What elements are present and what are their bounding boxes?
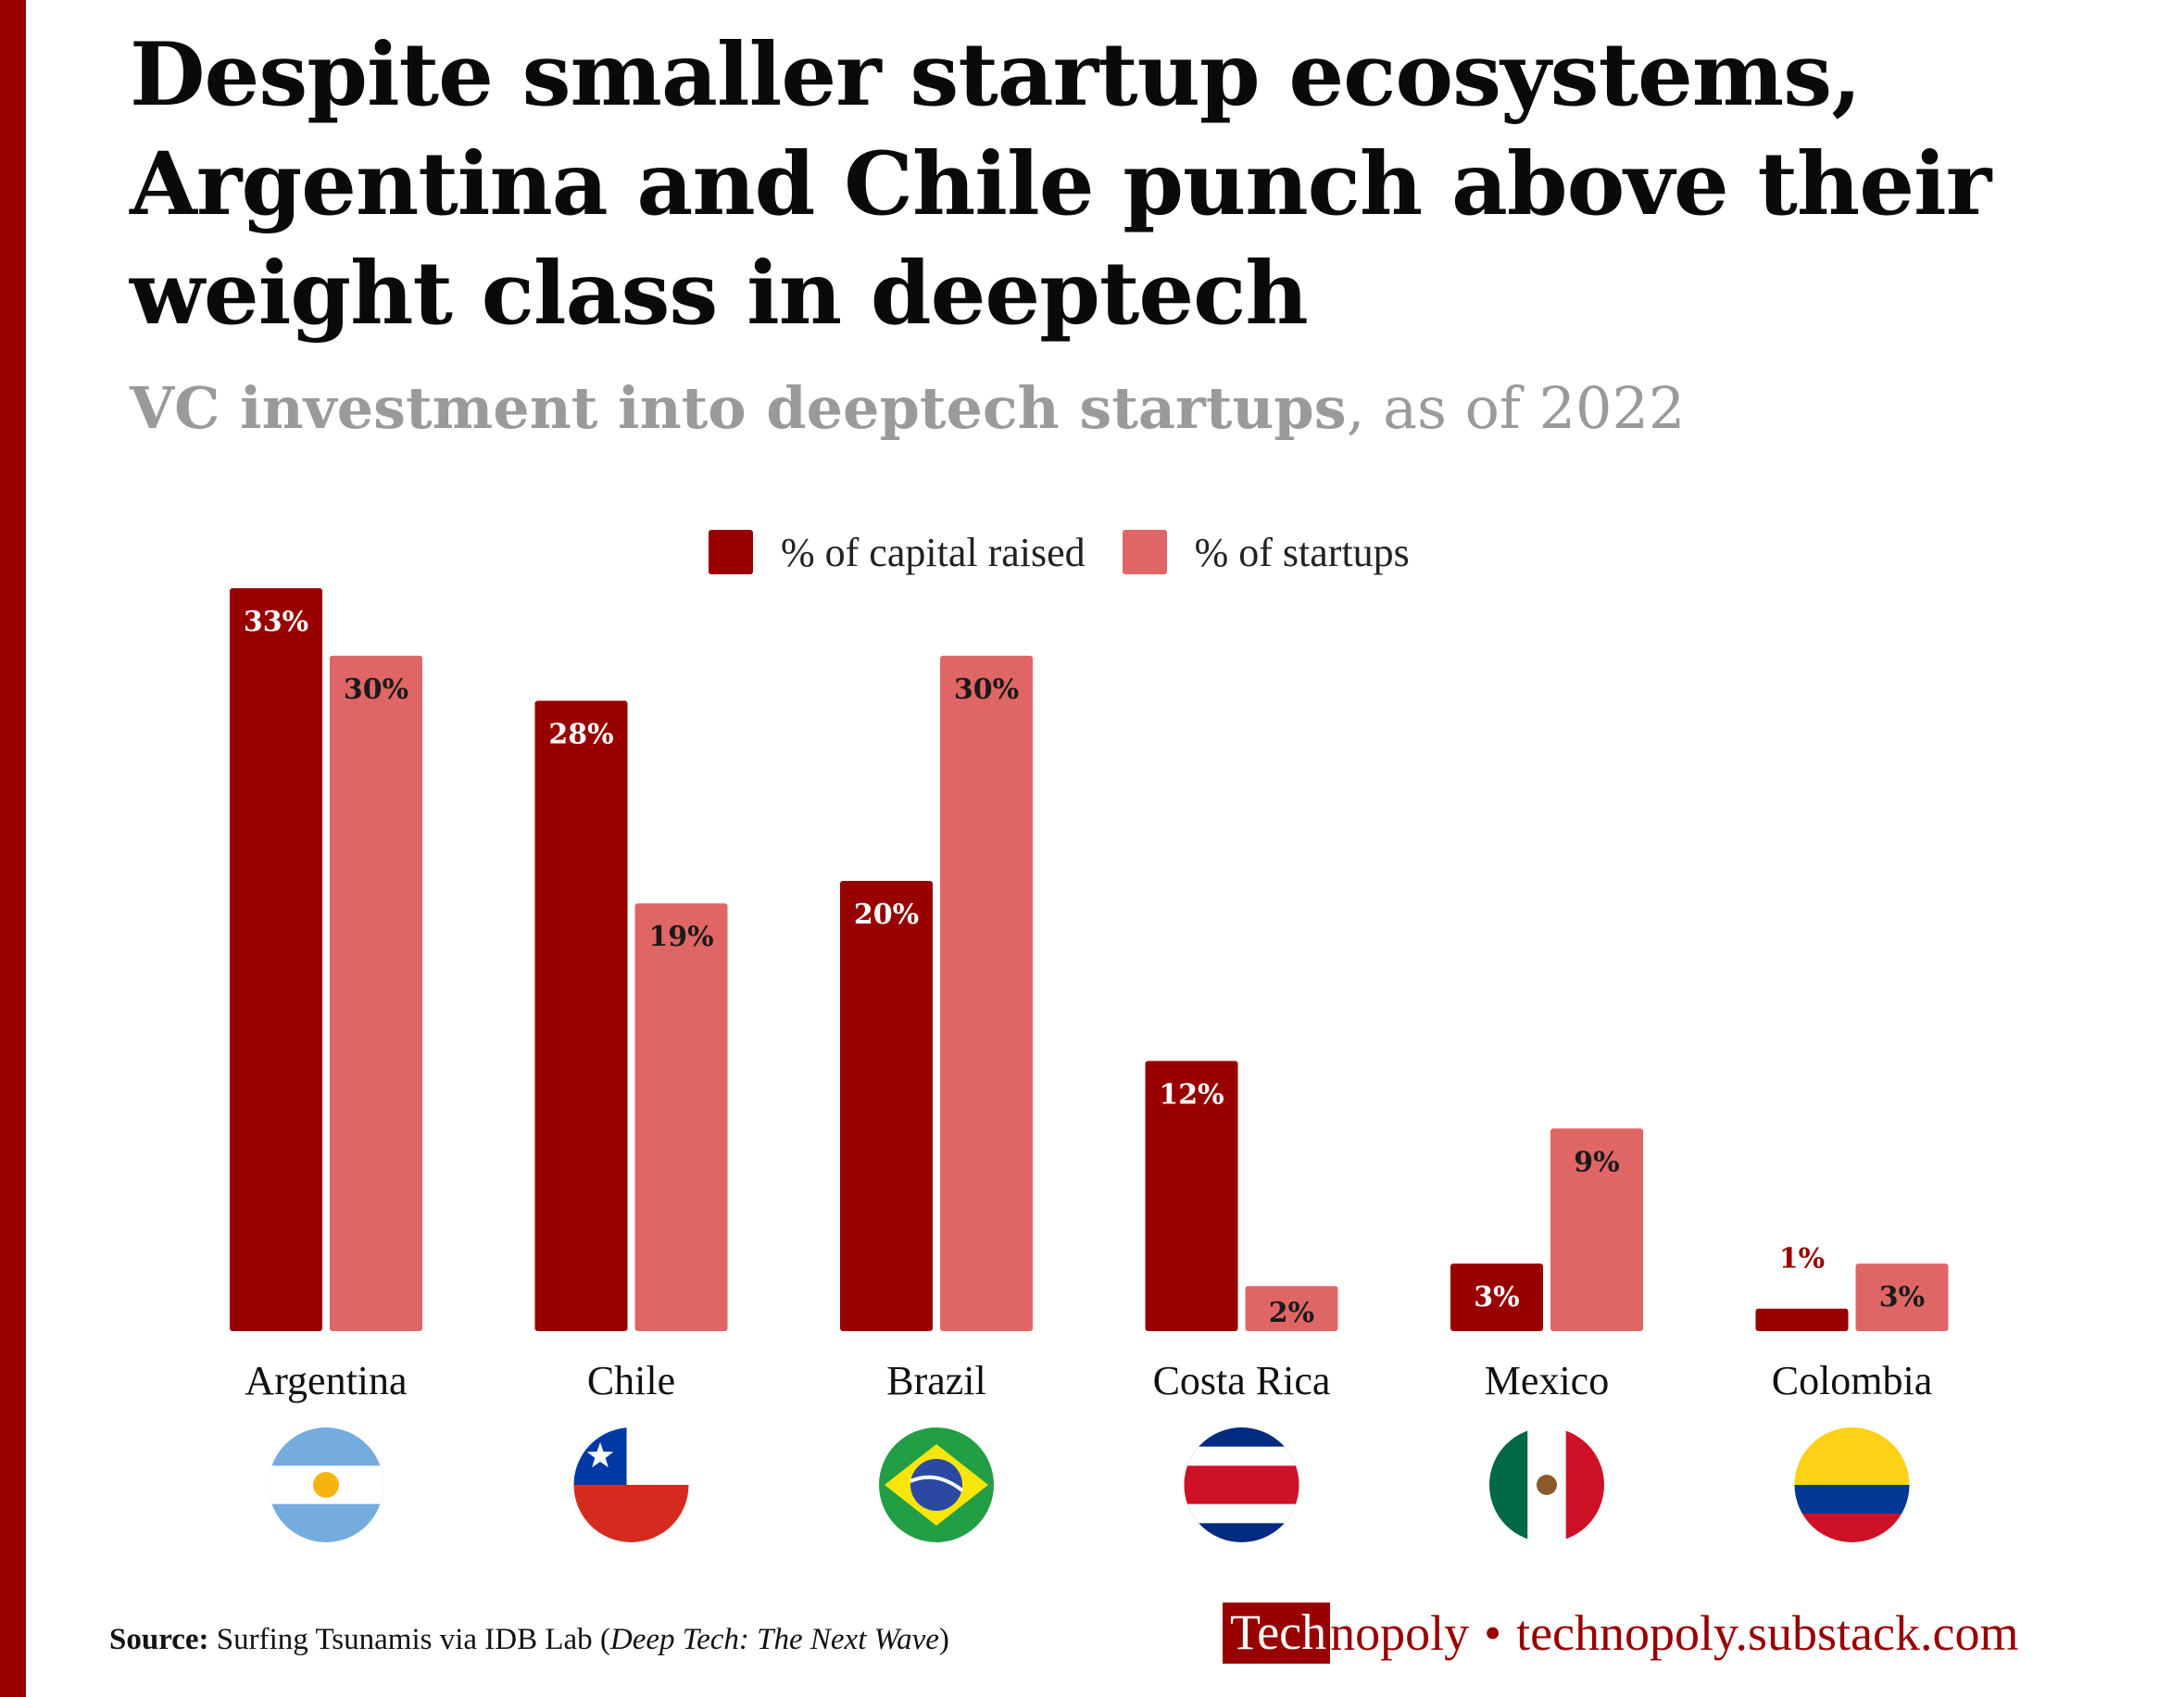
data-label-startups-brazil: 30% bbox=[954, 673, 1019, 706]
bar-startups-chile bbox=[634, 903, 728, 1331]
data-label-capital-costa-rica: 12% bbox=[1159, 1078, 1224, 1111]
source-label: Source: bbox=[109, 1623, 209, 1656]
category-label-costa-rica: Costa Rica bbox=[1153, 1358, 1331, 1403]
subtitle-bold: VC investment into deeptech startups bbox=[130, 374, 1347, 442]
mexico-flag-icon bbox=[1489, 1427, 1604, 1542]
bar-capital-colombia bbox=[1755, 1308, 1849, 1331]
legend-swatch-capital bbox=[709, 530, 753, 574]
category-label-colombia: Colombia bbox=[1772, 1358, 1933, 1403]
data-label-capital-chile: 28% bbox=[548, 719, 613, 751]
category-label-argentina: Argentina bbox=[245, 1358, 407, 1403]
brand-url: technopoly.substack.com bbox=[1516, 1605, 2019, 1661]
bar-startups-brazil bbox=[940, 655, 1033, 1331]
bar-group-argentina: 33% 30% Argentina bbox=[230, 588, 422, 1403]
bar-group-mexico: 3% 9% Mexico bbox=[1450, 1128, 1643, 1403]
brand-separator: • bbox=[1484, 1605, 1502, 1661]
category-label-brazil: Brazil bbox=[886, 1358, 986, 1403]
bar-capital-brazil bbox=[840, 880, 933, 1331]
source-text: Surfing Tsunamis via IDB Lab ( bbox=[216, 1623, 610, 1656]
legend-swatch-startups bbox=[1122, 530, 1167, 574]
brand-logo-rest: nopoly bbox=[1330, 1605, 1470, 1661]
accent-bar bbox=[0, 0, 26, 1697]
data-label-capital-brazil: 20% bbox=[854, 899, 919, 931]
bar-chart: 33% 30% Argentina 28% 19% Chile 20% 30% Brazil 12… bbox=[230, 588, 1949, 1542]
chart-title: Despite smaller startup ecosystems, Arge… bbox=[130, 24, 1991, 345]
legend-item-startups: % of startups bbox=[1122, 529, 1410, 576]
bar-capital-mexico bbox=[1450, 1263, 1543, 1331]
brand-logo-boxed: Tech bbox=[1223, 1603, 1331, 1664]
bar-group-colombia: 1% 3% Colombia bbox=[1755, 1243, 1949, 1403]
data-label-startups-mexico: 9% bbox=[1574, 1146, 1619, 1178]
data-label-capital-mexico: 3% bbox=[1474, 1281, 1519, 1314]
data-label-capital-colombia: 1% bbox=[1779, 1243, 1825, 1276]
argentina-flag-icon bbox=[269, 1427, 383, 1542]
data-label-capital-argentina: 33% bbox=[244, 606, 308, 638]
data-label-startups-colombia: 3% bbox=[1879, 1281, 1925, 1314]
costa-rica-flag-icon bbox=[1184, 1427, 1299, 1542]
data-label-startups-costa-rica: 2% bbox=[1269, 1297, 1314, 1329]
bar-capital-chile bbox=[534, 700, 628, 1331]
category-label-chile: Chile bbox=[587, 1358, 675, 1403]
legend-label-startups: % of startups bbox=[1194, 529, 1410, 575]
bar-group-chile: 28% 19% Chile bbox=[534, 700, 728, 1403]
bar-startups-mexico bbox=[1550, 1128, 1643, 1331]
legend-label-capital: % of capital raised bbox=[781, 529, 1086, 575]
chart-subtitle: VC investment into deeptech startups, as… bbox=[130, 374, 1685, 442]
bar-startups-costa-rica bbox=[1245, 1286, 1338, 1331]
brazil-flag-icon bbox=[879, 1427, 994, 1542]
bar-startups-colombia bbox=[1855, 1263, 1949, 1331]
bar-capital-argentina bbox=[230, 588, 322, 1331]
legend: % of capital raised % of startups bbox=[709, 524, 1410, 580]
source-italic: Deep Tech: The Next Wave bbox=[609, 1623, 939, 1656]
bar-group-costa-rica: 12% 2% Costa Rica bbox=[1145, 1061, 1338, 1403]
chile-flag-icon bbox=[573, 1427, 689, 1542]
source-close: ) bbox=[938, 1623, 949, 1656]
brand: Tech nopoly • technopoly.substack.com bbox=[1223, 1601, 2018, 1666]
colombia-flag-icon bbox=[1794, 1427, 1910, 1542]
data-label-startups-argentina: 30% bbox=[344, 673, 408, 706]
bar-capital-costa-rica bbox=[1145, 1061, 1238, 1331]
category-label-mexico: Mexico bbox=[1485, 1358, 1609, 1403]
legend-item-capital: % of capital raised bbox=[709, 529, 1086, 576]
source-note: Source: Surfing Tsunamis via IDB Lab (De… bbox=[109, 1623, 949, 1657]
subtitle-rest: , as of 2022 bbox=[1346, 374, 1686, 442]
bar-group-brazil: 20% 30% Brazil bbox=[840, 655, 1033, 1403]
data-label-startups-chile: 19% bbox=[648, 921, 713, 953]
bar-startups-argentina bbox=[330, 655, 422, 1331]
